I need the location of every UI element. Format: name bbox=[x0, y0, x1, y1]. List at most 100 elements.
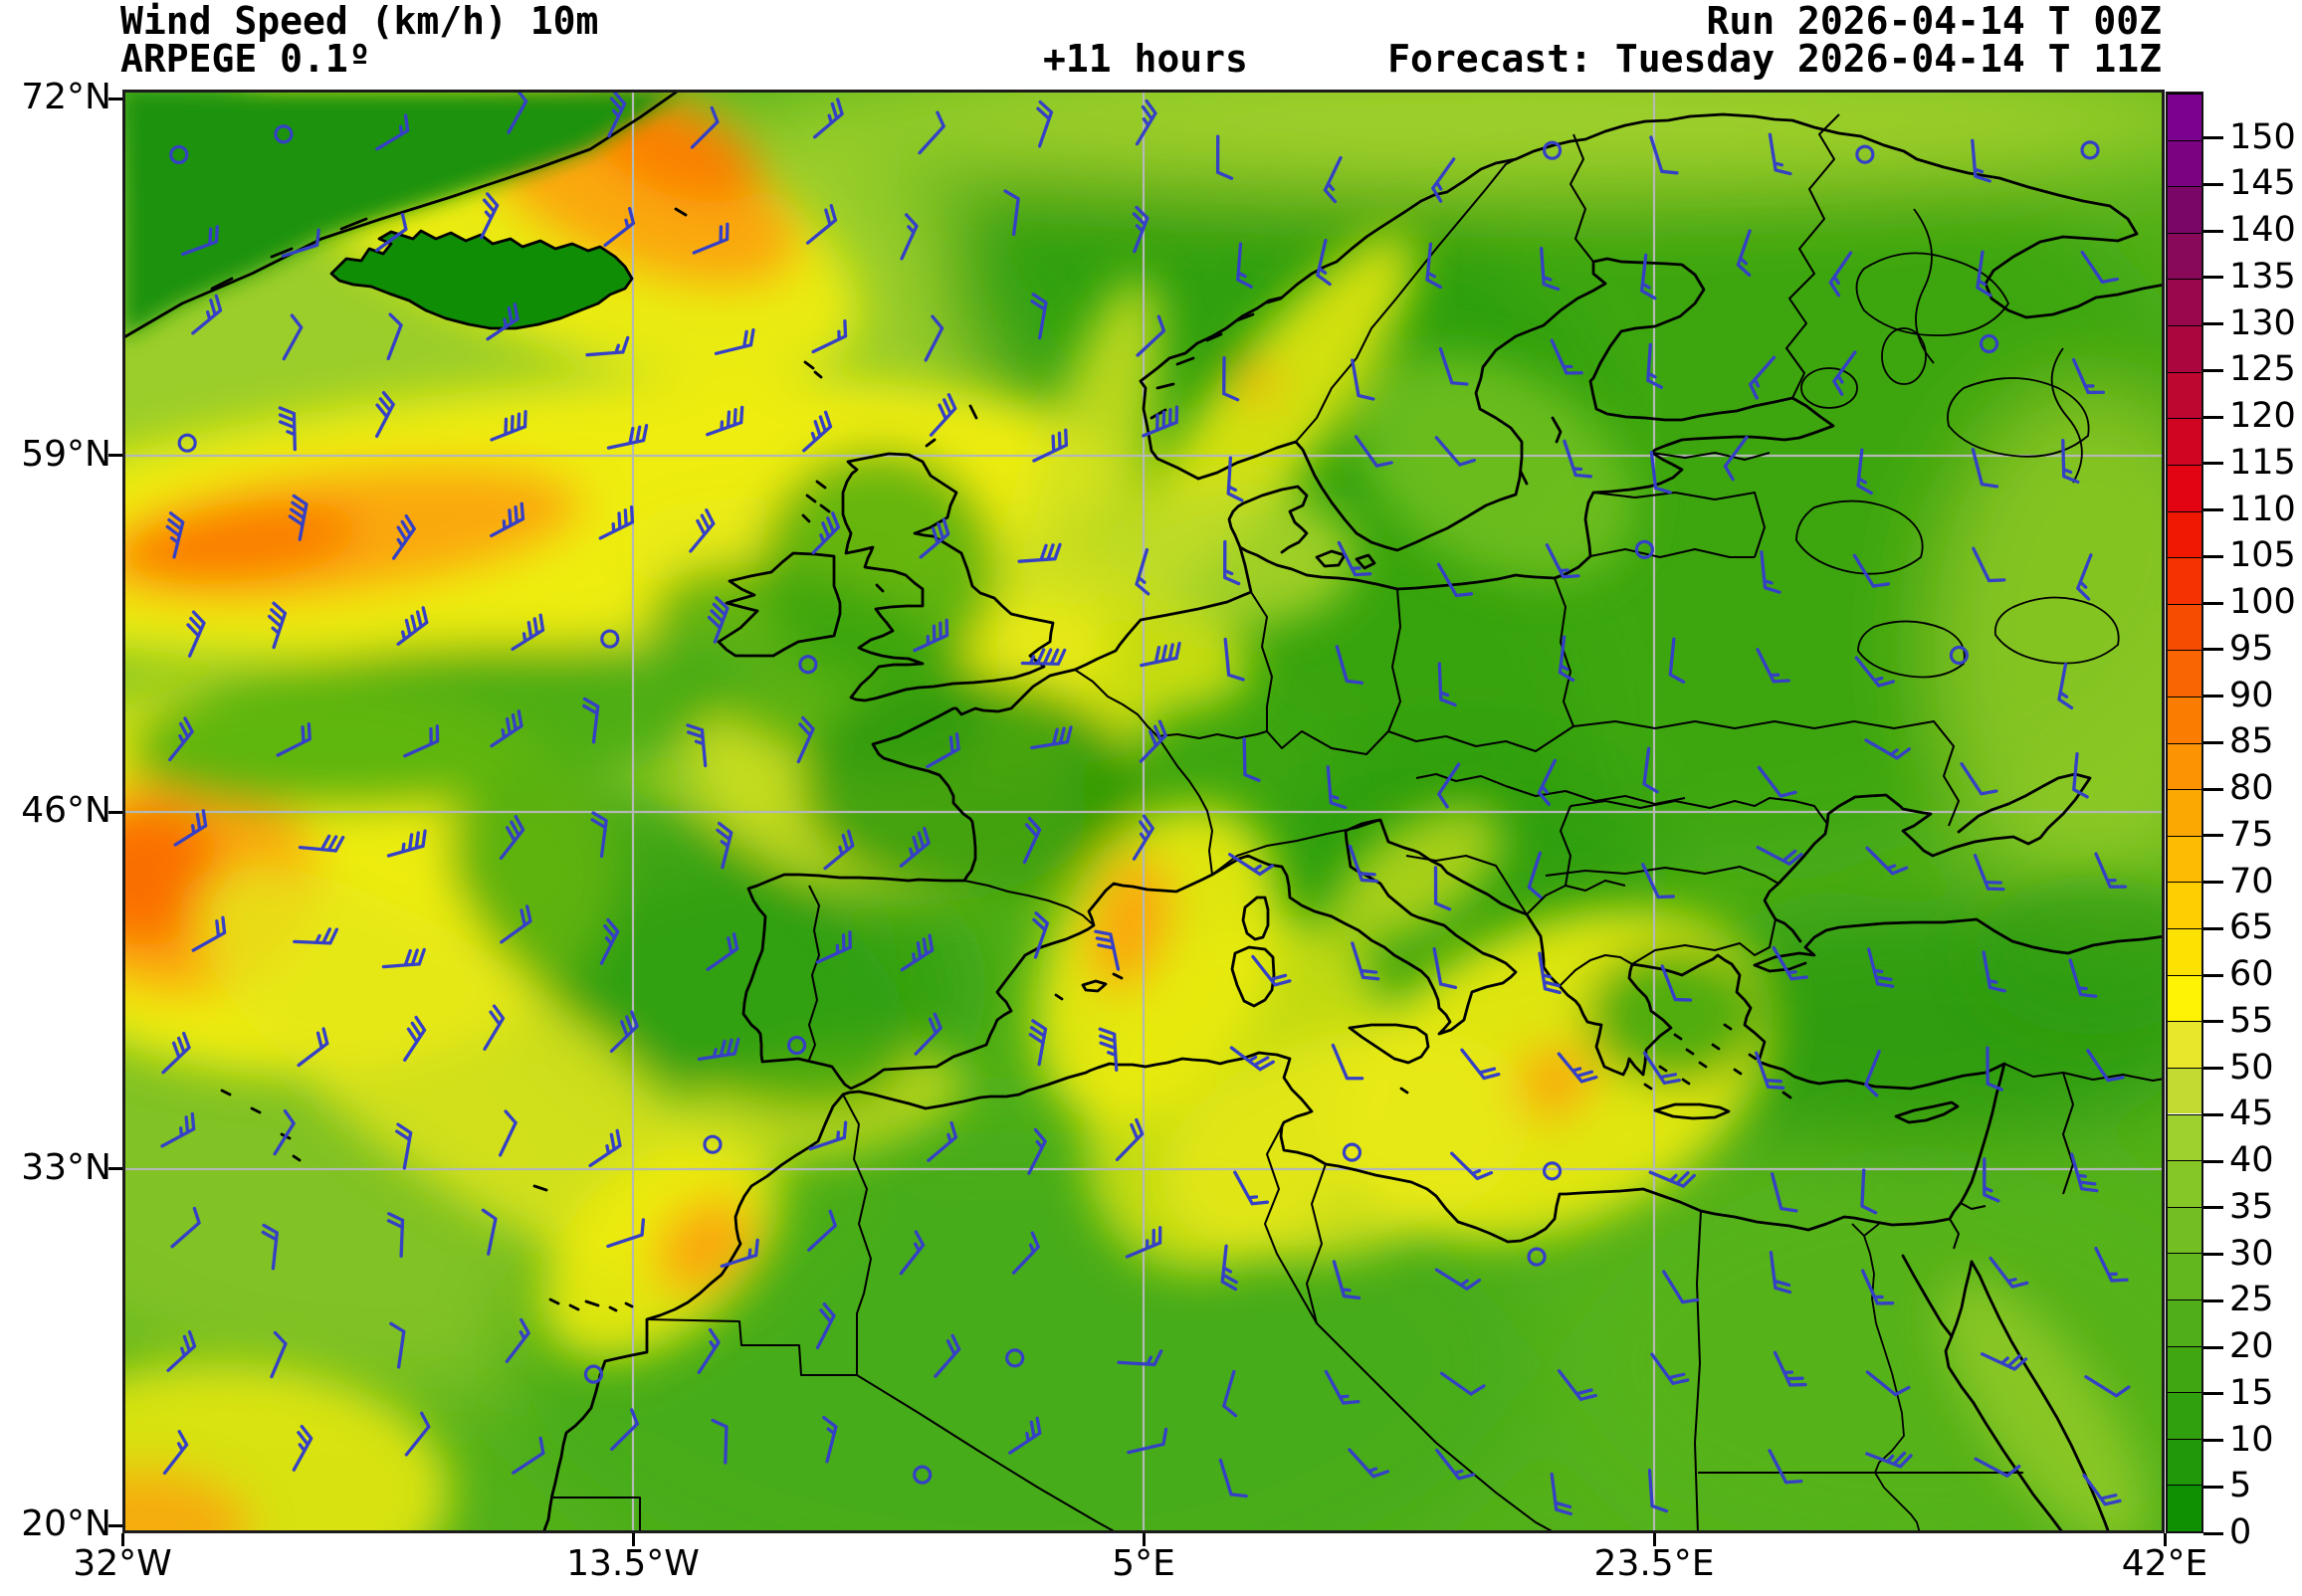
wind-barb bbox=[1668, 637, 1686, 684]
colorbar-segment bbox=[2168, 742, 2201, 790]
wind-barb bbox=[1434, 436, 1476, 467]
colorbar-tick-label: 100 bbox=[2229, 582, 2296, 623]
wind-barb bbox=[1867, 947, 1895, 988]
wind-barb bbox=[161, 1031, 191, 1075]
wind-barb bbox=[500, 904, 532, 944]
colorbar-segment bbox=[2168, 1253, 2201, 1299]
iceland-landmass bbox=[331, 231, 632, 328]
wind-barb bbox=[1434, 1268, 1482, 1291]
wind-barb bbox=[480, 192, 500, 240]
colorbar-tick-label: 120 bbox=[2229, 396, 2296, 437]
colorbar-segment bbox=[2168, 1113, 2201, 1161]
colorbar-tick-mark bbox=[2203, 1439, 2223, 1443]
calm-wind-circle bbox=[1855, 144, 1875, 164]
colorbar-segment bbox=[2168, 603, 2201, 651]
colorbar-tick-label: 125 bbox=[2229, 349, 2296, 390]
wind-barb bbox=[609, 1010, 639, 1054]
wind-barb bbox=[1982, 950, 2006, 993]
wind-barb bbox=[2057, 662, 2074, 710]
wind-barb bbox=[807, 1209, 837, 1252]
wind-barb bbox=[1860, 1269, 1895, 1305]
colorbar-tick-label: 5 bbox=[2229, 1466, 2252, 1506]
regional-borders bbox=[1795, 208, 2120, 1533]
wind-barb bbox=[1022, 816, 1042, 865]
wind-barb bbox=[1032, 911, 1049, 959]
calm-wind-circle bbox=[169, 144, 189, 165]
colorbar-segment bbox=[2168, 1206, 2201, 1254]
wind-barb bbox=[1972, 546, 2006, 583]
calm-wind-circle bbox=[1342, 1142, 1362, 1162]
wind-barb bbox=[375, 212, 408, 253]
colorbar-tick-mark bbox=[2203, 1020, 2223, 1024]
wind-barb bbox=[288, 494, 309, 541]
wind-barb bbox=[1028, 1019, 1048, 1067]
wind-barb bbox=[1563, 439, 1592, 479]
wind-barb bbox=[2068, 958, 2098, 998]
wind-barb bbox=[186, 610, 206, 658]
wind-barb bbox=[1986, 1046, 2003, 1092]
wind-barb bbox=[811, 319, 848, 354]
wind-barb bbox=[805, 204, 838, 245]
colorbar-tick-mark bbox=[2203, 136, 2223, 140]
wind-barb bbox=[1094, 929, 1121, 971]
wind-barb bbox=[1435, 1448, 1476, 1481]
wind-barb bbox=[1220, 1244, 1238, 1292]
wind-barb bbox=[490, 501, 525, 538]
colorbar-tick-label: 35 bbox=[2229, 1186, 2274, 1227]
calm-wind-circle bbox=[1527, 1247, 1547, 1267]
colorbar-tick-mark bbox=[2203, 322, 2223, 326]
wind-barb bbox=[1431, 157, 1456, 203]
wind-barb bbox=[1348, 844, 1379, 884]
wind-barb bbox=[1020, 648, 1067, 666]
wind-barb bbox=[1852, 553, 1890, 588]
wind-barb bbox=[924, 314, 944, 362]
colorbar-tick-mark bbox=[2203, 415, 2223, 419]
colorbar-segment bbox=[2168, 835, 2201, 883]
wind-barb bbox=[1641, 863, 1676, 899]
colorbar-segment bbox=[2168, 139, 2201, 187]
wind-barb bbox=[403, 1015, 427, 1062]
wind-barb bbox=[1132, 205, 1150, 254]
wind-barb bbox=[1223, 637, 1245, 682]
colorbar-segment bbox=[2168, 418, 2201, 465]
wind-barb bbox=[1433, 866, 1452, 911]
wind-barb bbox=[386, 312, 403, 361]
wind-barb bbox=[481, 1208, 498, 1256]
wind-barb bbox=[716, 821, 733, 870]
wind-barb bbox=[1032, 428, 1069, 463]
wind-barb bbox=[811, 511, 841, 555]
calm-wind-circle bbox=[1949, 645, 1969, 666]
lat-tick-mark bbox=[108, 810, 122, 814]
wind-barb bbox=[2094, 1246, 2129, 1283]
colorbar-tick-label: 40 bbox=[2229, 1140, 2274, 1181]
map-frame bbox=[122, 90, 2165, 1533]
wind-barb bbox=[1337, 540, 1372, 577]
wind-barb bbox=[1351, 358, 1375, 401]
wind-barb bbox=[297, 1027, 329, 1068]
wind-barb bbox=[1854, 656, 1896, 688]
wind-barb bbox=[1437, 762, 1461, 809]
calm-wind-circle bbox=[600, 629, 620, 649]
wind-barb bbox=[1432, 946, 1458, 990]
wind-barb bbox=[899, 826, 931, 868]
colorbar-tick-label: 55 bbox=[2229, 1000, 2274, 1041]
wind-barb bbox=[162, 1429, 189, 1476]
wind-barb bbox=[606, 1218, 646, 1249]
colorbar-segment bbox=[2168, 186, 2201, 233]
wind-barb bbox=[261, 1223, 279, 1271]
wind-barb bbox=[697, 1037, 740, 1062]
calm-wind-circle bbox=[1979, 333, 1999, 354]
lon-tick-label: 13.5°W bbox=[566, 1543, 700, 1584]
wind-barb bbox=[386, 1212, 405, 1258]
colorbar-tick-label: 115 bbox=[2229, 442, 2296, 483]
wind-barb bbox=[914, 1012, 942, 1056]
wind-barb bbox=[1755, 1051, 1785, 1090]
wind-barb bbox=[1983, 1157, 2000, 1203]
wind-barb bbox=[802, 410, 833, 453]
lon-tick-mark bbox=[1652, 1533, 1656, 1546]
wind-barb bbox=[498, 1109, 518, 1157]
wind-barb bbox=[1772, 945, 1808, 981]
colorbar-segment bbox=[2168, 279, 2201, 326]
wind-barb bbox=[1125, 1226, 1162, 1259]
wind-barb bbox=[711, 1418, 729, 1465]
